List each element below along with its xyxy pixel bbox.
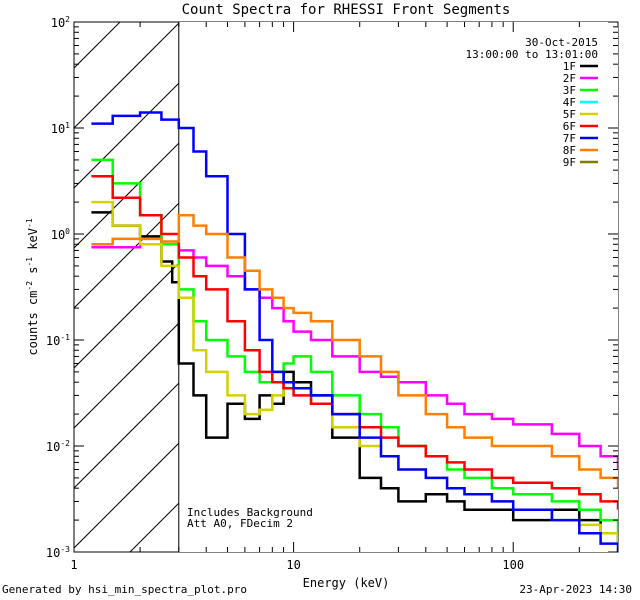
- hatched-region: [74, 22, 618, 552]
- axis-ticks: 1 10 100 10-3 10-2 10-1 100 101 102: [46, 15, 619, 572]
- y-tick-label: 10-2: [46, 439, 70, 454]
- series-6F: [91, 175, 618, 510]
- series-8F: [91, 214, 618, 489]
- series-layer: [91, 111, 618, 552]
- hatch-line: [74, 22, 181, 129]
- annotation-attenuator: Att A0, FDecim 2: [187, 517, 293, 530]
- y-tick-label: 102: [51, 15, 70, 30]
- footer-timestamp: 23-Apr-2023 14:30: [519, 583, 632, 596]
- legend-label-2F: 2F: [563, 72, 576, 85]
- x-axis-label: Energy (keV): [303, 576, 390, 590]
- hatch-line: [74, 22, 241, 189]
- observation-date: 30-Oct-2015: [525, 36, 598, 49]
- chart-title: Count Spectra for RHESSI Front Segments: [182, 2, 511, 18]
- y-axis-label: counts cm-2 s-1 keV-1: [25, 218, 40, 355]
- y-tick-label: 10-1: [46, 333, 70, 348]
- x-tick-label: 10: [286, 558, 300, 572]
- legend-label-7F: 7F: [563, 132, 576, 145]
- y-tick-label: 101: [51, 121, 70, 136]
- legend-label-4F: 4F: [563, 96, 576, 109]
- legend-label-6F: 6F: [563, 120, 576, 133]
- legend-label-8F: 8F: [563, 144, 576, 157]
- x-tick-label: 100: [502, 558, 524, 572]
- series-3F: [91, 158, 618, 534]
- legend-label-5F: 5F: [563, 108, 576, 121]
- observation-time-range: 13:00:00 to 13:01:00: [466, 48, 598, 61]
- legend-label-3F: 3F: [563, 84, 576, 97]
- y-tick-label: 10-3: [46, 545, 70, 560]
- series-7F: [91, 111, 618, 552]
- hatch-line: [74, 22, 121, 69]
- annotation-background: Includes Background: [187, 506, 313, 519]
- x-tick-label: 1: [70, 558, 77, 572]
- footer-generated-by: Generated by hsi_min_spectra_plot.pro: [2, 583, 248, 596]
- legend-label-9F: 9F: [563, 156, 576, 169]
- y-tick-label: 100: [51, 227, 70, 242]
- legend-label-1F: 1F: [563, 60, 576, 73]
